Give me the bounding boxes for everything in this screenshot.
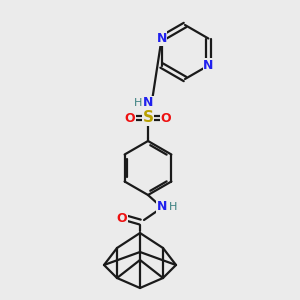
Text: O: O bbox=[161, 112, 171, 124]
Text: H: H bbox=[134, 98, 142, 108]
Text: N: N bbox=[156, 32, 167, 45]
Text: O: O bbox=[125, 112, 135, 124]
Text: O: O bbox=[117, 212, 127, 224]
Text: N: N bbox=[157, 200, 167, 214]
Text: S: S bbox=[142, 110, 154, 125]
Text: N: N bbox=[143, 97, 153, 110]
Text: N: N bbox=[203, 59, 214, 72]
Text: H: H bbox=[169, 202, 177, 212]
